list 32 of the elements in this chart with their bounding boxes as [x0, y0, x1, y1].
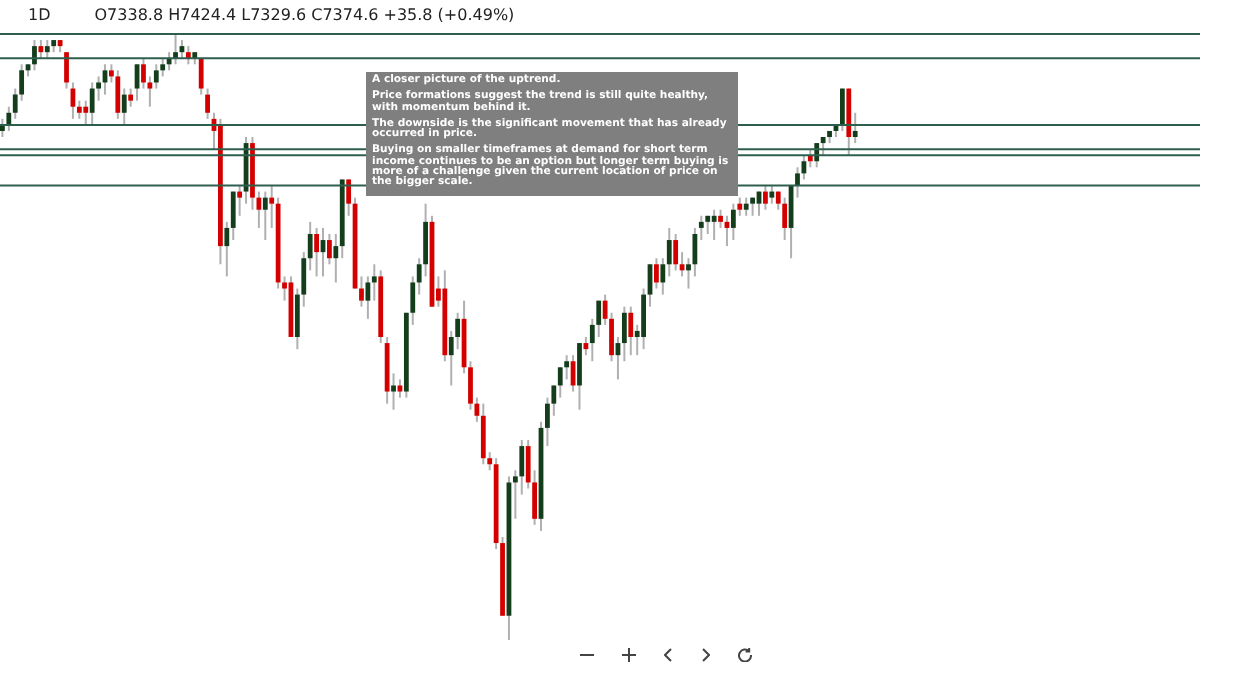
candlestick — [121, 87, 127, 126]
candlestick — [391, 372, 396, 411]
candlestick — [83, 99, 89, 126]
candlestick — [314, 226, 319, 278]
candlestick — [262, 190, 268, 242]
candlestick — [480, 402, 486, 466]
candlestick — [628, 305, 634, 357]
candlestick — [743, 196, 749, 217]
candlestick — [32, 39, 37, 72]
candlestick — [89, 81, 95, 126]
candlestick — [44, 39, 50, 60]
candlestick — [198, 57, 204, 96]
candlestick — [64, 51, 69, 90]
chart-title: 1D — [28, 6, 51, 24]
candlestick — [782, 196, 788, 242]
candlestick — [115, 69, 121, 120]
candlestick — [852, 111, 858, 145]
chart-subtitle: O7338.8 H7424.4 L7329.6 C7374.6 +35.8 (+0.49%) — [94, 6, 515, 24]
candlestick — [564, 354, 570, 381]
candlestick — [673, 232, 679, 272]
candlestick — [128, 87, 134, 108]
candlestick — [38, 39, 44, 60]
candlestick — [769, 184, 775, 205]
candlestick — [654, 257, 659, 290]
candlestick — [711, 208, 717, 242]
candlestick — [763, 184, 768, 211]
candlestick — [730, 202, 736, 242]
candlestick — [839, 87, 845, 132]
candlestick — [577, 342, 582, 411]
candlestick — [205, 87, 210, 120]
candlestick — [397, 378, 403, 399]
candlestick — [820, 136, 826, 157]
